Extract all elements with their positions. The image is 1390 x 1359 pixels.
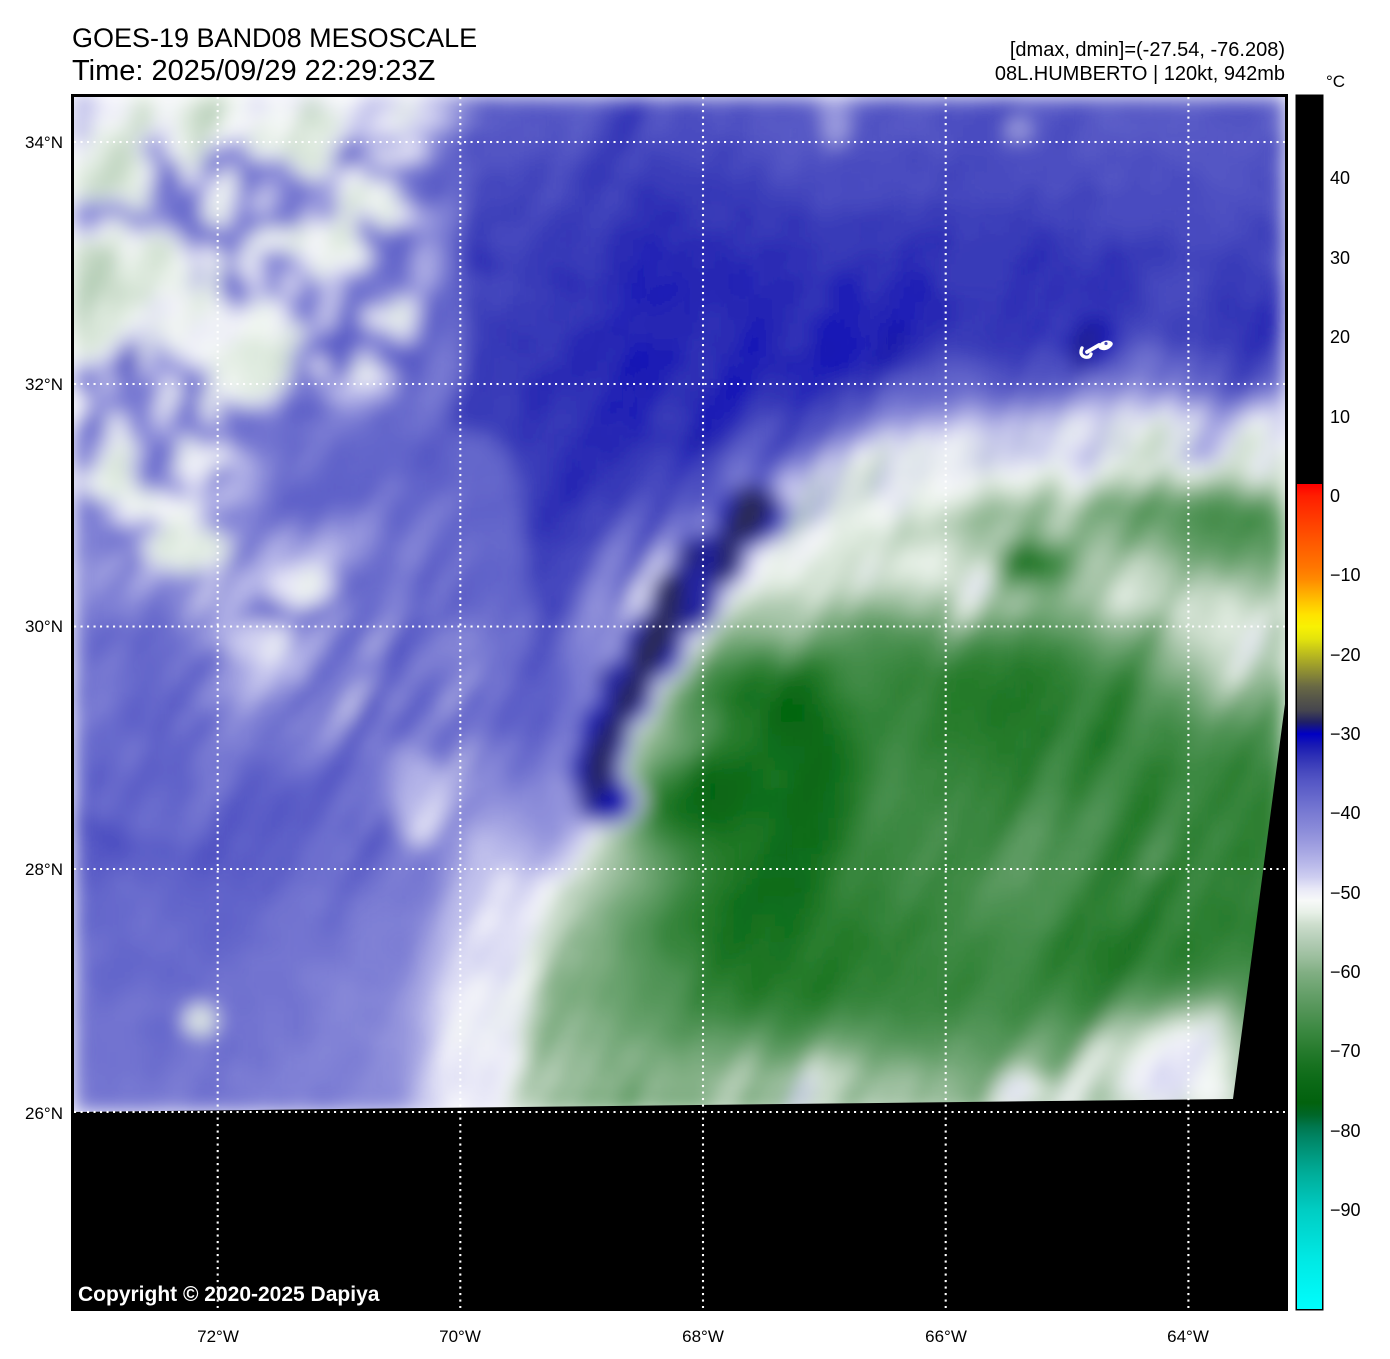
svg-text:66°W: 66°W — [925, 1327, 967, 1346]
svg-text:[dmax, dmin]=(-27.54, -76.208): [dmax, dmin]=(-27.54, -76.208) — [1010, 39, 1285, 61]
svg-text:40: 40 — [1330, 168, 1350, 188]
svg-text:°C: °C — [1326, 72, 1345, 91]
svg-text:−60: −60 — [1330, 962, 1361, 982]
svg-text:20: 20 — [1330, 327, 1350, 347]
svg-text:−20: −20 — [1330, 645, 1361, 665]
svg-text:−70: −70 — [1330, 1041, 1361, 1061]
svg-text:08L.HUMBERTO | 120kt, 942mb: 08L.HUMBERTO | 120kt, 942mb — [995, 63, 1285, 85]
svg-text:−40: −40 — [1330, 803, 1361, 823]
svg-text:−90: −90 — [1330, 1200, 1361, 1220]
svg-text:−10: −10 — [1330, 565, 1361, 585]
svg-text:0: 0 — [1330, 486, 1340, 506]
svg-text:GOES-19 BAND08 MESOSCALE: GOES-19 BAND08 MESOSCALE — [72, 23, 477, 53]
svg-text:26°N: 26°N — [25, 1104, 63, 1123]
svg-text:−50: −50 — [1330, 883, 1361, 903]
svg-text:Copyright © 2020-2025 Dapiya: Copyright © 2020-2025 Dapiya — [78, 1283, 380, 1306]
svg-text:10: 10 — [1330, 407, 1350, 427]
svg-text:72°W: 72°W — [197, 1327, 239, 1346]
svg-text:70°W: 70°W — [439, 1327, 481, 1346]
svg-text:30: 30 — [1330, 248, 1350, 268]
svg-text:34°N: 34°N — [25, 133, 63, 152]
svg-text:Time: 2025/09/29 22:29:23Z: Time: 2025/09/29 22:29:23Z — [72, 55, 435, 87]
svg-text:64°W: 64°W — [1167, 1327, 1209, 1346]
svg-text:32°N: 32°N — [25, 375, 63, 394]
svg-text:28°N: 28°N — [25, 860, 63, 879]
svg-text:−30: −30 — [1330, 724, 1361, 744]
svg-text:68°W: 68°W — [682, 1327, 724, 1346]
svg-text:30°N: 30°N — [25, 617, 63, 636]
svg-text:−80: −80 — [1330, 1121, 1361, 1141]
